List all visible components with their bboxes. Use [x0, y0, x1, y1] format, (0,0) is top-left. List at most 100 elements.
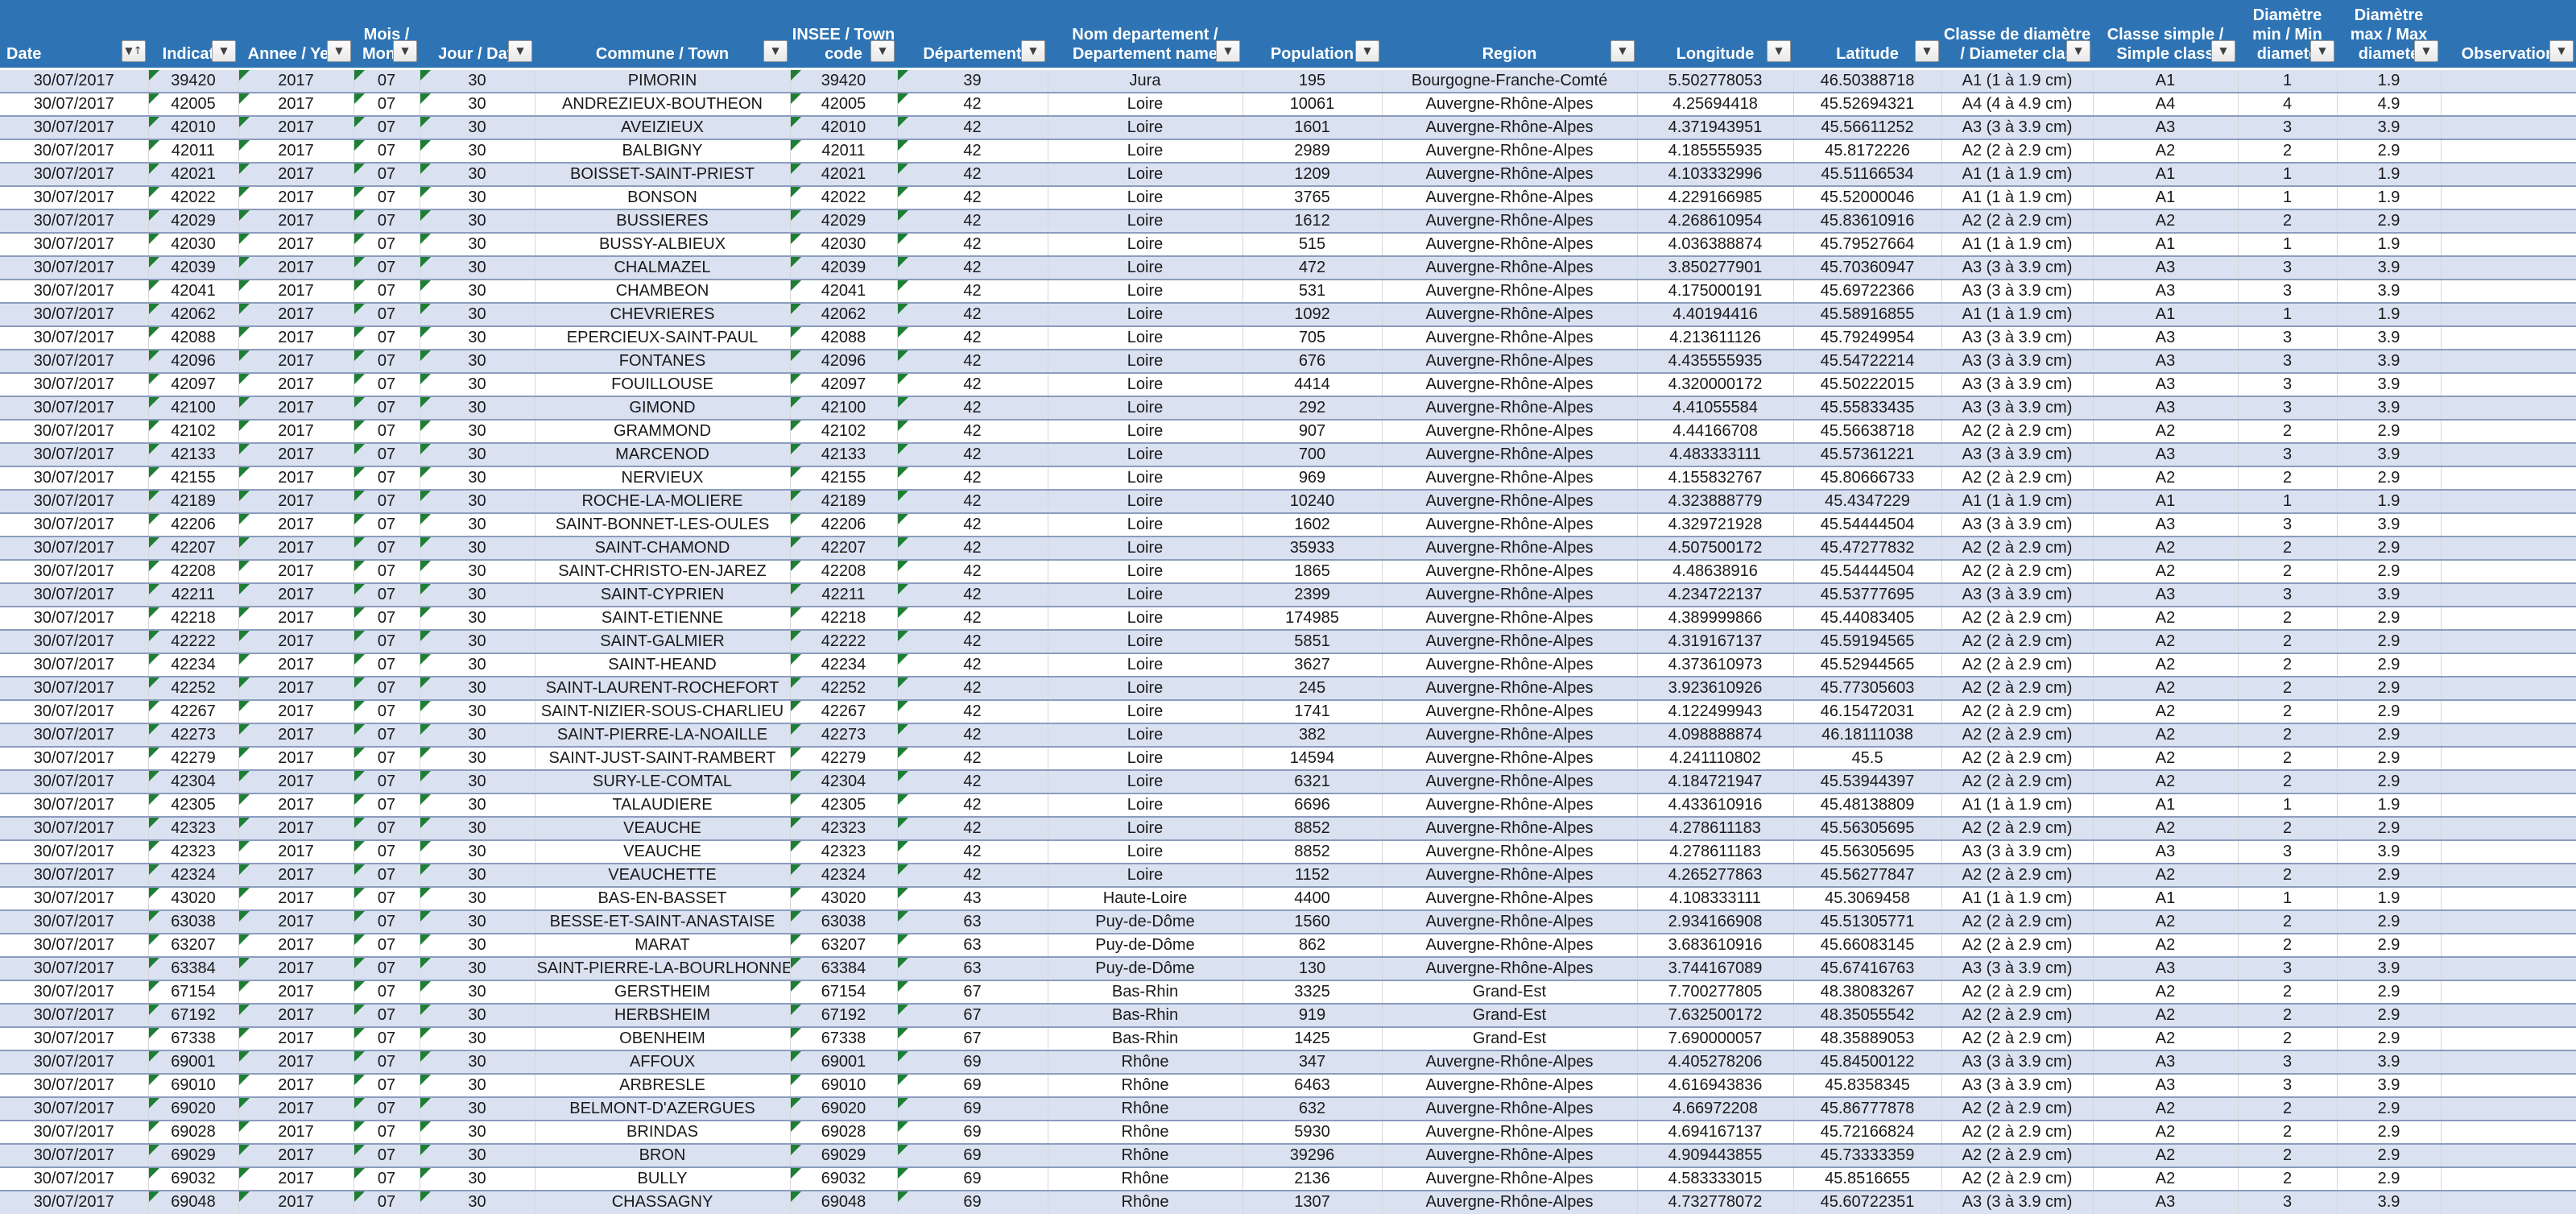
cell-commune[interactable]: SAINT-ETIENNE [534, 605, 790, 630]
filter-dropdown-button-nom_departement[interactable]: ▼ [1216, 39, 1240, 62]
cell-observation[interactable] [2440, 68, 2576, 93]
cell-mois[interactable]: 07 [353, 745, 420, 770]
cell-insee[interactable]: 42305 [789, 792, 897, 817]
cell-population[interactable]: 245 [1242, 675, 1382, 700]
cell-jour[interactable]: 30 [419, 208, 535, 233]
cell-jour[interactable]: 30 [419, 1072, 535, 1097]
cell-departement[interactable]: 69 [896, 1119, 1048, 1144]
cell-date[interactable]: 30/07/2017 [0, 395, 148, 420]
cell-observation[interactable] [2440, 348, 2576, 373]
cell-longitude[interactable]: 4.185555935 [1636, 138, 1793, 163]
cell-latitude[interactable]: 45.8172226 [1792, 138, 1941, 163]
cell-insee[interactable]: 42222 [789, 628, 897, 653]
cell-indicatif[interactable]: 42088 [147, 325, 238, 350]
cell-population[interactable]: 5930 [1242, 1119, 1382, 1144]
cell-indicatif[interactable]: 63038 [147, 909, 238, 934]
cell-date[interactable]: 30/07/2017 [0, 558, 148, 583]
cell-latitude[interactable]: 48.38083267 [1792, 979, 1941, 1004]
cell-commune[interactable]: SAINT-JUST-SAINT-RAMBERT [534, 745, 790, 770]
cell-jour[interactable]: 30 [419, 371, 535, 396]
cell-jour[interactable]: 30 [419, 652, 535, 677]
cell-indicatif[interactable]: 42010 [147, 114, 238, 139]
cell-insee[interactable]: 42088 [789, 325, 897, 350]
cell-mois[interactable]: 07 [353, 231, 420, 256]
cell-region[interactable]: Auvergne-Rhône-Alpes [1381, 301, 1637, 326]
cell-longitude[interactable]: 4.323888779 [1636, 488, 1793, 513]
cell-diametre_min[interactable]: 3 [2237, 955, 2337, 980]
cell-diametre_min[interactable]: 3 [2237, 512, 2337, 537]
cell-classe_simple[interactable]: A2 [2092, 675, 2238, 700]
cell-latitude[interactable]: 46.50388718 [1792, 68, 1941, 93]
cell-diametre_min[interactable]: 2 [2237, 1096, 2337, 1121]
cell-population[interactable]: 382 [1242, 722, 1382, 747]
cell-region[interactable]: Auvergne-Rhône-Alpes [1381, 114, 1637, 139]
cell-departement[interactable]: 42 [896, 441, 1048, 466]
cell-indicatif[interactable]: 43020 [147, 885, 238, 910]
column-header-commune[interactable]: Commune / Town ▼ [535, 0, 790, 70]
cell-region[interactable]: Auvergne-Rhône-Alpes [1381, 418, 1637, 443]
cell-annee[interactable]: 2017 [238, 815, 354, 840]
cell-mois[interactable]: 07 [353, 91, 420, 116]
cell-latitude[interactable]: 45.59194565 [1792, 628, 1941, 653]
column-header-classe_simple[interactable]: Classe simple / Simple class ▼ [2093, 0, 2238, 70]
cell-commune[interactable]: BONSON [534, 184, 790, 209]
cell-mois[interactable]: 07 [353, 698, 420, 723]
cell-region[interactable]: Auvergne-Rhône-Alpes [1381, 231, 1637, 256]
cell-annee[interactable]: 2017 [238, 698, 354, 723]
cell-nom_departement[interactable]: Loire [1047, 792, 1243, 817]
cell-diametre_max[interactable]: 3.9 [2336, 371, 2441, 396]
cell-indicatif[interactable]: 42100 [147, 395, 238, 420]
cell-latitude[interactable]: 45.48138809 [1792, 792, 1941, 817]
cell-classe_simple[interactable]: A2 [2092, 815, 2238, 840]
cell-jour[interactable]: 30 [419, 862, 535, 887]
cell-latitude[interactable]: 45.60722351 [1792, 1189, 1941, 1214]
cell-observation[interactable] [2440, 278, 2576, 303]
cell-indicatif[interactable]: 42211 [147, 582, 238, 607]
cell-diametre_min[interactable]: 2 [2237, 535, 2337, 560]
cell-insee[interactable]: 42234 [789, 652, 897, 677]
cell-commune[interactable]: ROCHE-LA-MOLIERE [534, 488, 790, 513]
cell-classe_simple[interactable]: A3 [2092, 839, 2238, 864]
cell-commune[interactable]: BRON [534, 1142, 790, 1167]
cell-annee[interactable]: 2017 [238, 558, 354, 583]
cell-population[interactable]: 4414 [1242, 371, 1382, 396]
cell-longitude[interactable]: 3.744167089 [1636, 955, 1793, 980]
cell-insee[interactable]: 69032 [789, 1166, 897, 1191]
filter-dropdown-button-classe_simple[interactable]: ▼ [2211, 39, 2235, 62]
cell-longitude[interactable]: 4.66972208 [1636, 1096, 1793, 1121]
cell-longitude[interactable]: 3.850277901 [1636, 255, 1793, 280]
cell-nom_departement[interactable]: Loire [1047, 722, 1243, 747]
cell-indicatif[interactable]: 42222 [147, 628, 238, 653]
cell-population[interactable]: 1865 [1242, 558, 1382, 583]
cell-date[interactable]: 30/07/2017 [0, 1119, 148, 1144]
cell-diametre_max[interactable]: 2.9 [2336, 1025, 2441, 1050]
cell-date[interactable]: 30/07/2017 [0, 208, 148, 233]
cell-commune[interactable]: ARBRESLE [534, 1072, 790, 1097]
cell-diametre_min[interactable]: 3 [2237, 114, 2337, 139]
cell-longitude[interactable]: 4.483333111 [1636, 441, 1793, 466]
cell-indicatif[interactable]: 42062 [147, 301, 238, 326]
cell-classe_diametre[interactable]: A2 (2 à 2.9 cm) [1941, 862, 2093, 887]
cell-insee[interactable]: 69028 [789, 1119, 897, 1144]
cell-population[interactable]: 1601 [1242, 114, 1382, 139]
cell-classe_simple[interactable]: A3 [2092, 441, 2238, 466]
cell-diametre_min[interactable]: 2 [2237, 1119, 2337, 1144]
cell-region[interactable]: Auvergne-Rhône-Alpes [1381, 1189, 1637, 1214]
cell-region[interactable]: Auvergne-Rhône-Alpes [1381, 698, 1637, 723]
cell-longitude[interactable]: 4.278611183 [1636, 839, 1793, 864]
cell-departement[interactable]: 42 [896, 114, 1048, 139]
cell-longitude[interactable]: 4.329721928 [1636, 512, 1793, 537]
cell-jour[interactable]: 30 [419, 465, 535, 490]
cell-diametre_min[interactable]: 4 [2237, 91, 2337, 116]
cell-commune[interactable]: SAINT-CHAMOND [534, 535, 790, 560]
filter-dropdown-button-diametre_max[interactable]: ▼ [2414, 39, 2438, 62]
cell-mois[interactable]: 07 [353, 371, 420, 396]
cell-date[interactable]: 30/07/2017 [0, 698, 148, 723]
filter-dropdown-button-diametre_min[interactable]: ▼ [2310, 39, 2334, 62]
cell-diametre_max[interactable]: 3.9 [2336, 512, 2441, 537]
cell-departement[interactable]: 42 [896, 208, 1048, 233]
cell-latitude[interactable]: 45.51305771 [1792, 909, 1941, 934]
cell-classe_simple[interactable]: A3 [2092, 278, 2238, 303]
cell-longitude[interactable]: 4.175000191 [1636, 278, 1793, 303]
cell-classe_simple[interactable]: A2 [2092, 652, 2238, 677]
